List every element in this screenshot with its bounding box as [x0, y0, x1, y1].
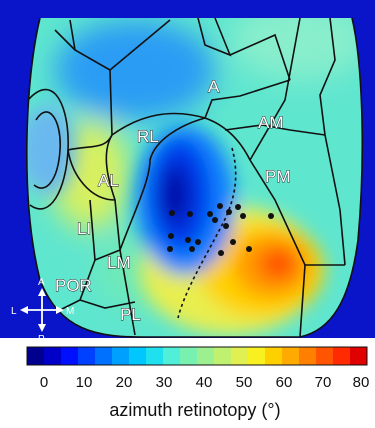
compass-label-l: L — [11, 306, 17, 317]
site-marker — [218, 250, 224, 256]
site-marker — [268, 213, 274, 219]
dashed-boundary — [177, 147, 237, 319]
site-marker — [240, 213, 246, 219]
colorbar-cell — [44, 347, 62, 365]
colorbar-cell — [350, 347, 368, 365]
colorbar-tick: 40 — [196, 374, 213, 391]
colorbar-tick: 70 — [315, 374, 332, 391]
site-marker — [230, 239, 236, 245]
colorbar-cell — [265, 347, 283, 365]
site-marker — [223, 223, 229, 229]
colorbar-ticks: 0 10 20 30 40 50 60 70 80 — [40, 374, 370, 391]
colorbar-cell — [214, 347, 232, 365]
colorbar-tick: 10 — [76, 374, 93, 391]
compass-label-a: A — [38, 277, 45, 288]
colorbar-cell — [129, 347, 147, 365]
colorbar-tick: 20 — [116, 374, 133, 391]
colorbar-cell — [282, 347, 300, 365]
site-marker — [195, 239, 201, 245]
colorbar-cell — [95, 347, 113, 365]
area-label-rl: RL — [137, 127, 159, 146]
colorbar-cell — [180, 347, 198, 365]
cortex-map — [26, 18, 363, 338]
colorbar-cell — [197, 347, 215, 365]
area-label-a: A — [208, 77, 220, 96]
area-labels: A AM RL AL PM LI LM POR PL — [55, 77, 291, 325]
compass-label-m: M — [66, 306, 74, 317]
colorbar-cell — [316, 347, 334, 365]
colorbar-cell — [27, 347, 45, 365]
site-marker — [187, 211, 193, 217]
colorbar-cell — [78, 347, 96, 365]
site-marker — [226, 209, 232, 215]
colorbar-frame — [26, 346, 368, 366]
site-marker — [168, 233, 174, 239]
site-marker — [185, 237, 191, 243]
colorbar-tick: 80 — [353, 374, 370, 391]
colorbar — [27, 347, 368, 365]
area-label-pl: PL — [120, 305, 141, 324]
colorbar-cell — [299, 347, 317, 365]
site-marker — [189, 246, 195, 252]
site-marker — [212, 217, 218, 223]
colorbar-cell — [248, 347, 266, 365]
site-marker — [217, 203, 223, 209]
colorbar-tick: 0 — [40, 374, 48, 391]
colorbar-cell — [61, 347, 79, 365]
colorbar-cell — [146, 347, 164, 365]
colorbar-title: azimuth retinotopy (°) — [109, 400, 280, 420]
colorbar-cell — [231, 347, 249, 365]
colorbar-tick: 50 — [236, 374, 253, 391]
site-marker — [169, 210, 175, 216]
area-label-li: LI — [77, 219, 91, 238]
colorbar-cell — [112, 347, 130, 365]
area-label-lm: LM — [107, 253, 131, 272]
area-boundaries — [26, 17, 364, 338]
colorbar-cell — [333, 347, 351, 365]
area-label-pm: PM — [265, 167, 291, 186]
colorbar-cell — [163, 347, 181, 365]
colorbar-tick: 60 — [276, 374, 293, 391]
colorbar-tick: 30 — [156, 374, 173, 391]
area-label-am: AM — [258, 113, 284, 132]
area-label-al: AL — [98, 171, 119, 190]
orientation-compass — [20, 288, 64, 332]
compass-label-p: P — [38, 334, 45, 345]
site-marker — [246, 246, 252, 252]
site-marker — [167, 246, 173, 252]
site-marker — [207, 211, 213, 217]
area-label-por: POR — [55, 276, 92, 295]
recording-sites — [167, 203, 274, 256]
site-marker — [235, 204, 241, 210]
